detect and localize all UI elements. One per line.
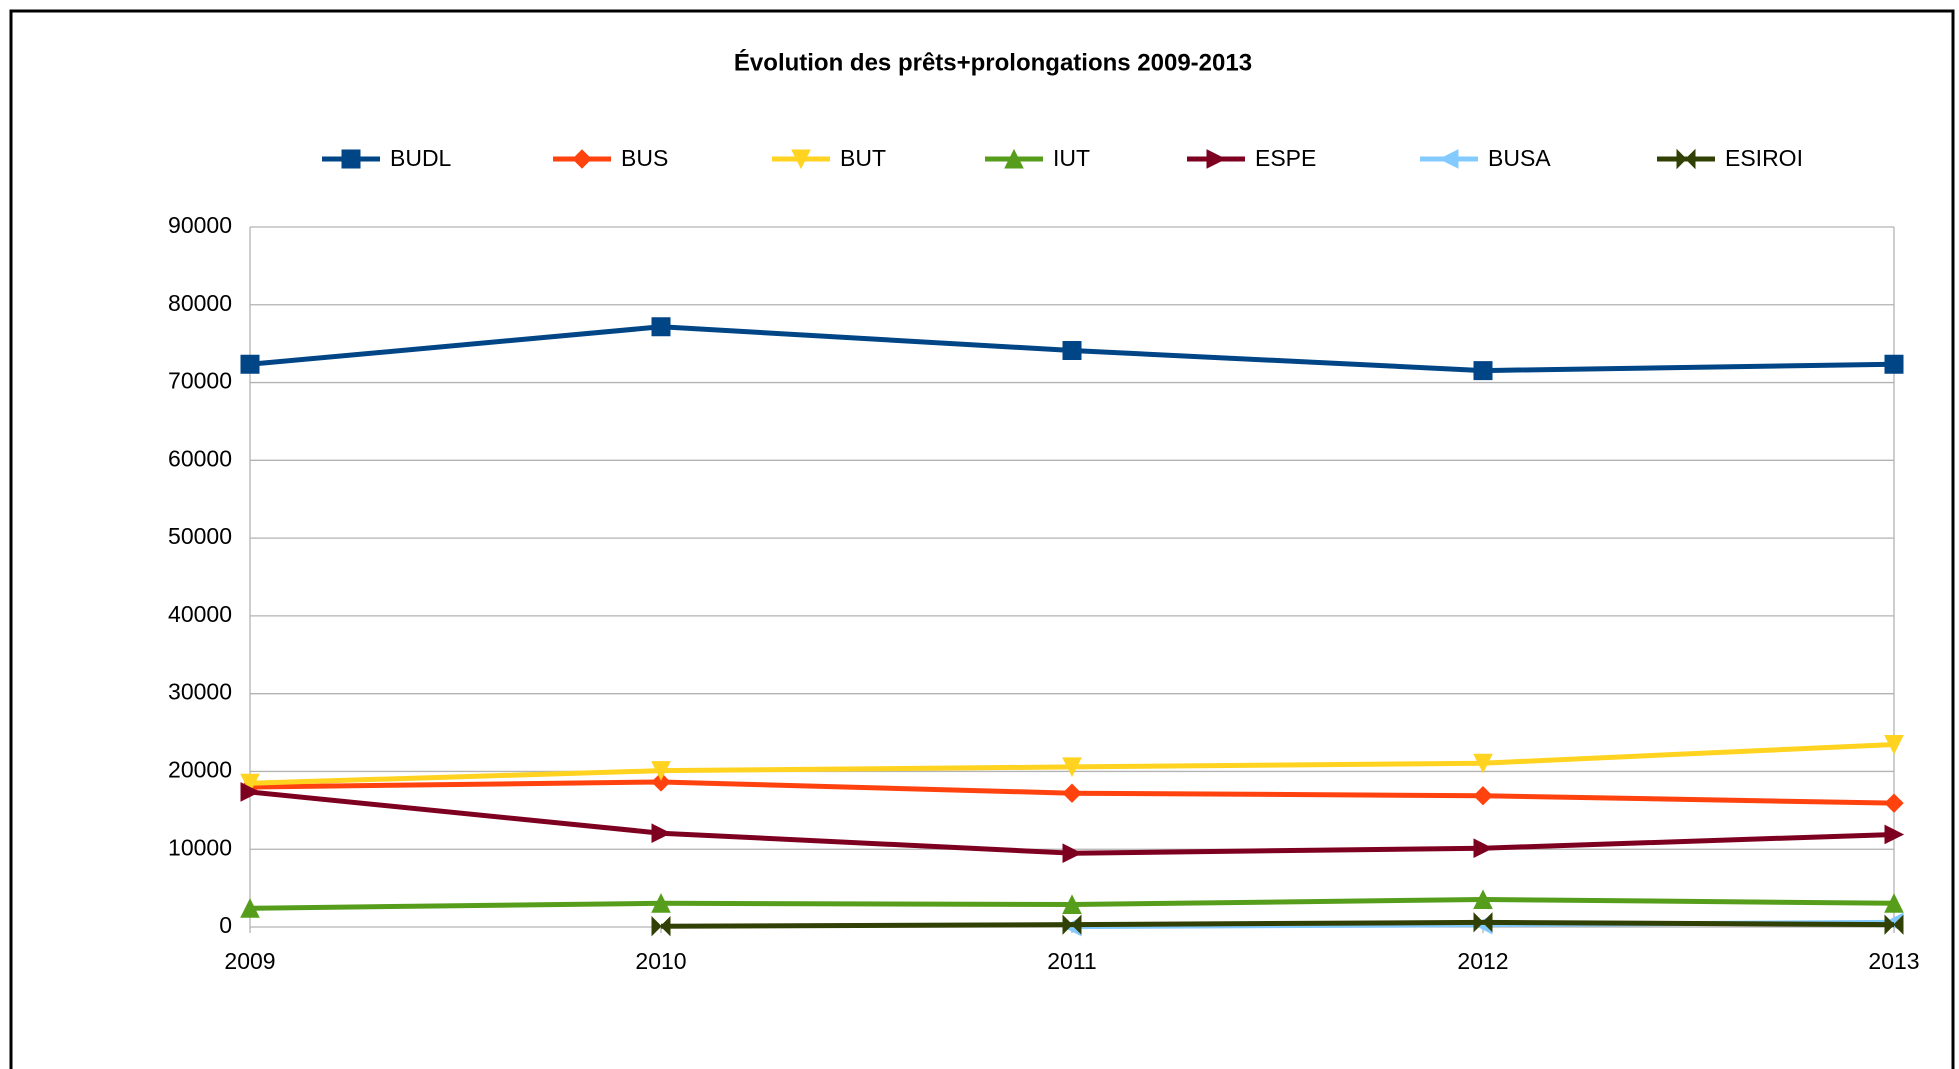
marker — [341, 149, 361, 169]
marker — [651, 823, 672, 844]
marker — [572, 149, 592, 169]
legend-label: ESIROI — [1725, 145, 1803, 171]
marker — [651, 772, 671, 792]
y-tick-label: 90000 — [168, 212, 232, 238]
marker — [1062, 783, 1082, 803]
marker — [1438, 149, 1459, 169]
x-tick-label: 2009 — [224, 948, 275, 974]
legend-label: ESPE — [1255, 145, 1316, 171]
y-tick-label: 0 — [219, 912, 232, 938]
marker — [1473, 889, 1493, 909]
marker — [651, 317, 671, 337]
marker — [791, 149, 811, 170]
frame — [9, 9, 1955, 1069]
chart-title: Évolution des prêts+prolongations 2009-2… — [734, 48, 1252, 76]
marker — [1206, 149, 1227, 169]
series-line — [660, 919, 1895, 929]
x-tick-label: 2012 — [1457, 948, 1508, 974]
legend-label: BUDL — [390, 145, 452, 171]
y-tick-label: 40000 — [168, 601, 232, 627]
marker — [240, 354, 260, 374]
marker — [1884, 793, 1904, 813]
legend-label: BUSA — [1488, 145, 1551, 171]
legend-label: IUT — [1053, 145, 1090, 171]
marker — [1884, 824, 1905, 845]
marker — [1473, 753, 1493, 774]
marker — [1062, 757, 1082, 778]
marker — [1062, 843, 1083, 863]
x-tick-label: 2013 — [1868, 948, 1919, 974]
y-tick-label: 20000 — [168, 757, 232, 783]
marker — [240, 773, 260, 794]
y-tick-label: 50000 — [168, 523, 232, 549]
marker — [1062, 894, 1082, 915]
marker — [651, 916, 671, 937]
y-tick-label: 80000 — [168, 290, 232, 316]
marker — [1884, 734, 1904, 755]
y-tick-label: 10000 — [168, 834, 232, 860]
y-tick-label: 60000 — [168, 445, 232, 471]
marker — [1062, 341, 1082, 361]
marker — [1884, 354, 1904, 374]
marker — [1473, 786, 1493, 806]
x-tick-label: 2011 — [1047, 948, 1096, 974]
marker — [1676, 148, 1696, 170]
x-tick-label: 2010 — [635, 948, 686, 974]
legend-label: BUS — [621, 145, 668, 171]
marker — [1473, 912, 1493, 933]
marker — [1884, 914, 1904, 935]
marker — [651, 761, 671, 781]
marker — [1473, 838, 1494, 859]
marker — [1884, 893, 1904, 913]
legend-label: BUT — [840, 145, 886, 171]
y-tick-label: 70000 — [168, 368, 232, 394]
marker — [240, 898, 260, 918]
marker — [651, 893, 671, 913]
marker — [240, 782, 261, 802]
marker — [1004, 148, 1024, 169]
y-tick-label: 30000 — [168, 679, 232, 705]
marker — [1062, 914, 1082, 935]
marker — [1473, 361, 1493, 381]
